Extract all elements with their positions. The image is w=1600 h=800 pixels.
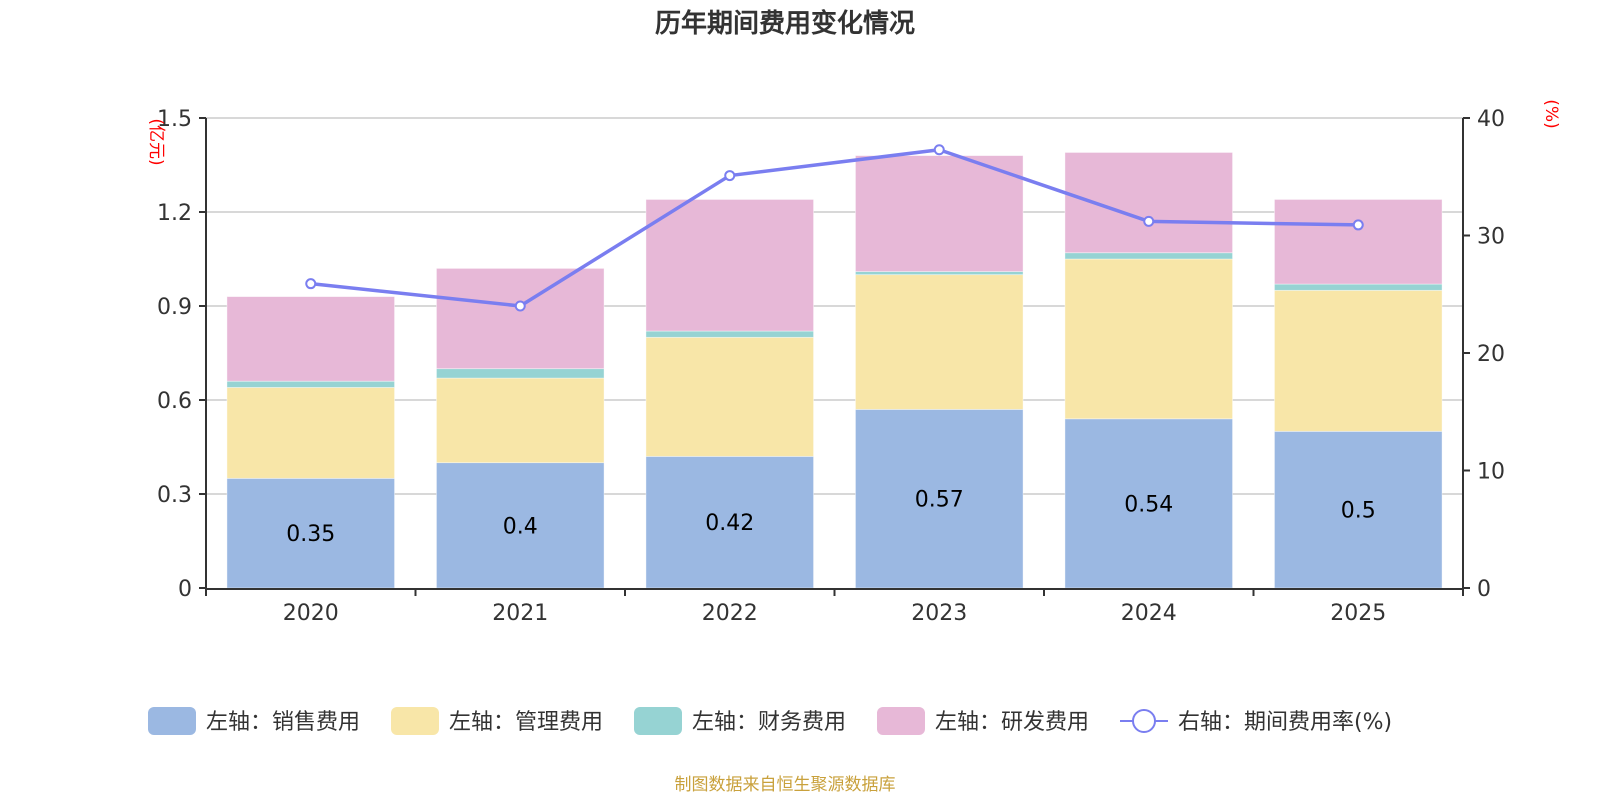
bar-segment-3 (226, 380, 395, 388)
bar-segment-1 (226, 477, 395, 589)
bar-segment-4 (226, 296, 395, 382)
bar-segment-1 (645, 455, 814, 589)
legend-label: 左轴：管理费用 (449, 710, 603, 735)
legend-swatch (634, 707, 682, 735)
right-axis-tick-label: 40 (1477, 107, 1505, 132)
bar-segment-3 (436, 368, 605, 379)
legend-swatch (148, 707, 196, 735)
data-labels: 0.35 0.4 0.42 0.57 0.54 0.5 (286, 488, 1375, 547)
left-axis-tick-label: 0.6 (157, 389, 192, 414)
left-axis-tick-label: 0.3 (157, 483, 192, 508)
bar-segment-4 (1274, 199, 1443, 285)
bar-segment-3 (855, 271, 1024, 276)
bar-data-label: 0.42 (705, 511, 754, 536)
legend-swatch (391, 707, 439, 735)
bar-data-label: 0.35 (286, 522, 335, 547)
grid-lines (206, 117, 1463, 495)
x-axis-tick-label: 2023 (911, 601, 967, 626)
legend-label: 左轴：财务费用 (692, 710, 846, 735)
bar-segment-2 (436, 377, 605, 464)
axes: 0 0.3 0.6 0.9 1.2 1.5 0 10 20 30 40 2020 2021 2022 202… (157, 107, 1505, 626)
right-axis-tick-label: 30 (1477, 225, 1505, 250)
legend-label: 左轴：销售费用 (206, 710, 360, 735)
x-axis-tick-label: 2020 (283, 601, 339, 626)
bar-segment-2 (1274, 289, 1443, 432)
bar-segment-3 (1064, 252, 1233, 260)
bar-data-label: 0.4 (503, 514, 538, 539)
legend-swatch (877, 707, 925, 735)
bar-segment-2 (645, 336, 814, 457)
bar-segment-2 (855, 274, 1024, 410)
bar-segment-4 (855, 155, 1024, 272)
bar-segment-1 (436, 462, 605, 589)
x-axis-tick-label: 2021 (492, 601, 548, 626)
rate-line-point (724, 170, 736, 182)
bars (226, 152, 1443, 589)
bar-data-label: 0.54 (1124, 492, 1173, 517)
bar-data-label: 0.57 (915, 488, 964, 513)
legend-label: 右轴：期间费用率(%) (1178, 710, 1392, 735)
left-axis-tick-label: 0 (178, 577, 192, 602)
source-note: 制图数据来自恒生聚源数据库 (675, 775, 896, 795)
legend-circle-icon (1132, 709, 1156, 733)
legend-label: 左轴：研发费用 (935, 710, 1089, 735)
left-axis-tick-label: 1.5 (157, 107, 192, 132)
right-axis-tick-label: 0 (1477, 577, 1491, 602)
left-axis-tick-label: 1.2 (157, 201, 192, 226)
bar-segment-2 (1064, 258, 1233, 420)
x-axis-tick-label: 2022 (702, 601, 758, 626)
rate-line-point (1143, 215, 1155, 227)
bar-data-label: 0.5 (1341, 499, 1376, 524)
bar-segment-3 (645, 330, 814, 338)
bar-segment-2 (226, 387, 395, 479)
rate-line (305, 144, 1364, 312)
bar-segment-3 (1274, 283, 1443, 291)
chart-title: 历年期间费用变化情况 (655, 8, 915, 39)
bar-segment-1 (1064, 418, 1233, 589)
right-axis-unit: (%) (1541, 99, 1561, 128)
rate-line-point (514, 300, 526, 312)
left-axis-unit: (亿元) (146, 118, 166, 165)
bar-segment-4 (436, 267, 605, 370)
rate-line-point (1352, 219, 1364, 231)
rate-line-point (305, 278, 317, 290)
left-axis-tick-label: 0.9 (157, 295, 192, 320)
x-axis-tick-label: 2024 (1121, 601, 1177, 626)
right-axis-tick-label: 10 (1477, 460, 1505, 485)
rate-line-point (933, 144, 945, 156)
bar-segment-4 (645, 199, 814, 332)
right-axis-tick-label: 20 (1477, 342, 1505, 367)
x-axis-tick-label: 2025 (1330, 601, 1386, 626)
legend: 左轴：销售费用 左轴：管理费用 左轴：财务费用 左轴：研发费用 右轴：期间费用率(%) (148, 707, 1392, 735)
rate-line-path (310, 147, 1359, 308)
